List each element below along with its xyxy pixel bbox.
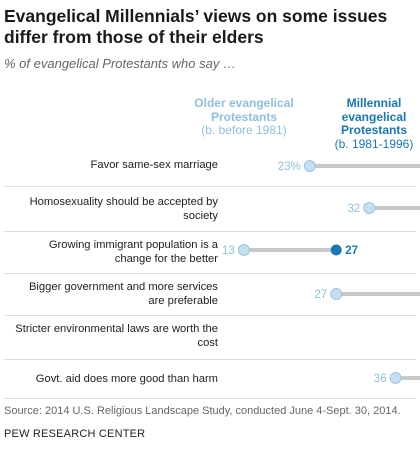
- row-separator: [4, 359, 416, 360]
- millennial-column-name: Millennial evangelical Protestants: [340, 96, 408, 137]
- source-note: Source: 2014 U.S. Religious Landscape St…: [4, 405, 401, 417]
- older-value-label: 32: [347, 203, 360, 215]
- older-column-name: Older evangelical Protestants: [194, 96, 294, 124]
- millennial-dot: [330, 244, 342, 256]
- older-dot: [389, 372, 402, 384]
- organization-name: PEW RESEARCH CENTER: [4, 428, 146, 440]
- row-label-bigger-government: Bigger government and more services are …: [28, 281, 218, 307]
- millennial-value-label: 27: [345, 245, 358, 257]
- row-separator: [4, 186, 416, 187]
- older-column-header: Older evangelical Protestants (b. before…: [189, 96, 299, 138]
- older-value-label: 23%: [278, 161, 301, 173]
- row-separator: [4, 273, 416, 274]
- row-separator: [4, 315, 416, 316]
- row-separator: [4, 398, 416, 399]
- row-label-immigrant-population: Growing immigrant population is a change…: [48, 239, 218, 265]
- older-value-label: 13: [222, 245, 235, 257]
- row-separator: [4, 231, 416, 232]
- millennial-column-header: Millennial evangelical Protestants (b. 1…: [319, 96, 420, 151]
- older-dot: [330, 288, 343, 300]
- row-label-govt-aid: Govt. aid does more good than harm: [35, 373, 218, 385]
- row-label-same-sex-marriage: Favor same-sex marriage: [90, 159, 218, 171]
- older-column-birth-range: (b. before 1981): [201, 123, 287, 137]
- chart-subtitle: % of evangelical Protestants who say …: [4, 56, 236, 71]
- row-label-homosexuality: Homosexuality should be accepted by soci…: [29, 196, 218, 222]
- row-label-environmental-laws: Stricter environmental laws are worth th…: [15, 323, 218, 349]
- older-dot: [363, 202, 376, 214]
- older-value-label: 36: [374, 373, 387, 385]
- chart-title: Evangelical Millennials’ views on some i…: [4, 6, 388, 47]
- older-dot: [237, 244, 250, 256]
- millennial-column-birth-range: (b. 1981-1996): [334, 136, 414, 151]
- older-value-label: 27: [314, 289, 327, 301]
- older-dot: [303, 160, 316, 172]
